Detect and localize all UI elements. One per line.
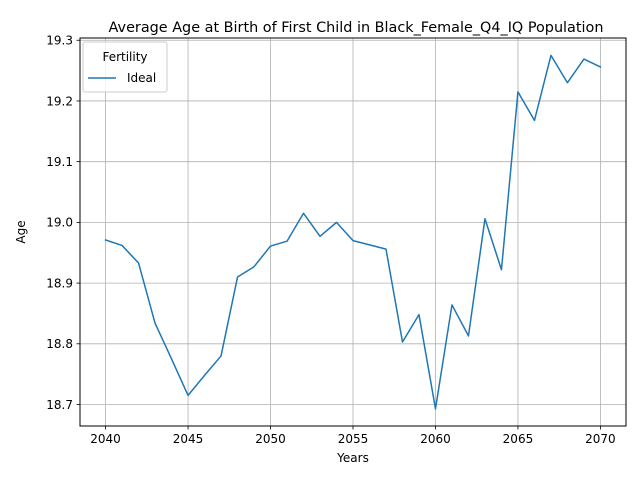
y-tick-label: 18.9: [46, 276, 73, 290]
x-tick-label: 2070: [585, 432, 616, 446]
x-tick-label: 2050: [255, 432, 286, 446]
legend-title: Fertility: [102, 50, 147, 64]
y-tick-label: 18.7: [46, 398, 73, 412]
x-axis-label: Years: [336, 451, 369, 465]
y-axis: 18.7 18.8 18.9 19.0 19.1 19.2 19.3: [46, 34, 80, 412]
x-axis: 2040 2045 2050 2055 2060 2065 2070: [90, 426, 616, 446]
legend-box: [82, 41, 168, 93]
y-tick-label: 19.1: [46, 155, 73, 169]
legend: Fertility Ideal: [82, 41, 168, 93]
chart-title: Average Age at Birth of First Child in B…: [109, 20, 604, 36]
x-tick-label: 2060: [420, 432, 451, 446]
legend-label: Ideal: [127, 71, 156, 85]
y-tick-label: 19.2: [46, 94, 73, 108]
x-tick-label: 2040: [90, 432, 121, 446]
x-tick-label: 2045: [173, 432, 204, 446]
x-tick-label: 2055: [338, 432, 369, 446]
y-axis-label: Age: [14, 220, 28, 243]
y-tick-label: 18.8: [46, 337, 73, 351]
series-layer: [104, 54, 602, 410]
x-tick-label: 2065: [503, 432, 534, 446]
series-line-ideal: [104, 54, 602, 410]
grid-lines: [80, 38, 626, 426]
y-tick-label: 19.3: [46, 34, 73, 48]
y-tick-label: 19.0: [46, 216, 73, 230]
